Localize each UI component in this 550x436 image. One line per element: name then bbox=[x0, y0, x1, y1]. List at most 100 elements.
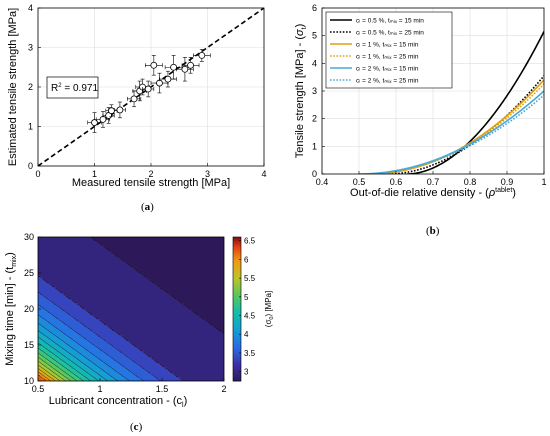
contour-cell bbox=[162, 239, 165, 242]
contour-cell bbox=[154, 301, 157, 304]
contour-cell bbox=[48, 321, 51, 324]
contour-cell bbox=[152, 243, 155, 246]
contour-cell bbox=[110, 301, 113, 304]
contour-cell bbox=[162, 311, 165, 314]
contour-cell bbox=[76, 287, 79, 290]
contour-cell bbox=[48, 283, 51, 286]
contour-cell bbox=[126, 247, 129, 250]
contour-cell bbox=[106, 293, 109, 296]
contour-cell bbox=[70, 257, 73, 260]
contour-cell bbox=[162, 277, 165, 280]
contour-cell bbox=[74, 259, 77, 262]
contour-cell bbox=[52, 311, 55, 314]
contour-cell bbox=[146, 295, 149, 298]
contour-cell bbox=[42, 237, 45, 240]
contour-cell bbox=[164, 263, 167, 266]
contour-cell bbox=[134, 243, 137, 246]
contour-cell bbox=[118, 321, 121, 324]
contour-cell bbox=[174, 249, 177, 252]
contour-cell bbox=[94, 327, 97, 330]
contour-cell bbox=[142, 321, 145, 324]
contour-cell bbox=[150, 259, 153, 262]
contour-cell bbox=[178, 273, 181, 276]
contour-cell bbox=[154, 245, 157, 248]
contour-cell bbox=[128, 269, 131, 272]
contour-cell bbox=[110, 297, 113, 300]
contour-cell bbox=[170, 301, 173, 304]
contour-cell bbox=[170, 287, 173, 290]
contour-cell bbox=[80, 295, 83, 298]
contour-cell bbox=[38, 321, 41, 324]
contour-cell bbox=[52, 265, 55, 268]
contour-cell bbox=[62, 313, 65, 316]
contour-cell bbox=[138, 249, 141, 252]
contour-cell bbox=[144, 331, 147, 334]
contour-cell bbox=[122, 301, 125, 304]
contour-cell bbox=[126, 249, 129, 252]
contour-cell bbox=[98, 251, 101, 254]
contour-cell bbox=[50, 257, 53, 260]
contour-cell bbox=[76, 267, 79, 270]
contour-cell bbox=[82, 273, 85, 276]
contour-cell bbox=[40, 329, 43, 332]
contour-cell bbox=[168, 317, 171, 320]
contour-cell bbox=[104, 253, 107, 256]
contour-cell bbox=[150, 285, 153, 288]
contour-cell bbox=[184, 333, 187, 336]
contour-cell bbox=[90, 271, 93, 274]
contour-cell bbox=[172, 251, 175, 254]
contour-cell bbox=[96, 267, 99, 270]
contour-cell bbox=[48, 297, 51, 300]
contour-cell bbox=[76, 323, 79, 326]
contour-cell bbox=[62, 335, 65, 338]
contour-cell bbox=[50, 331, 53, 334]
contour-cell bbox=[214, 303, 217, 306]
contour-cell bbox=[156, 303, 159, 306]
contour-cell bbox=[130, 325, 133, 328]
contour-cell bbox=[142, 237, 145, 240]
contour-cell bbox=[62, 279, 65, 282]
contour-cell bbox=[186, 253, 189, 256]
contour-cell bbox=[82, 331, 85, 334]
contour-cell bbox=[96, 305, 99, 308]
contour-cell bbox=[196, 283, 199, 286]
contour-cell bbox=[118, 289, 121, 292]
data-point bbox=[113, 101, 126, 119]
contour-cell bbox=[74, 323, 77, 326]
contour-cell bbox=[216, 305, 219, 308]
contour-cell bbox=[72, 271, 75, 274]
contour-cell bbox=[100, 237, 103, 240]
contour-cell bbox=[140, 251, 143, 254]
contour-cell bbox=[120, 323, 123, 326]
contour-cell bbox=[58, 313, 61, 316]
contour-cell bbox=[188, 285, 191, 288]
contour-cell bbox=[212, 309, 215, 312]
contour-cell bbox=[102, 237, 105, 240]
contour-cell bbox=[146, 271, 149, 274]
contour-cell bbox=[174, 301, 177, 304]
contour-cell bbox=[102, 313, 105, 316]
contour-cell bbox=[122, 333, 125, 336]
contour-cell bbox=[108, 317, 111, 320]
contour-cell bbox=[112, 285, 115, 288]
contour-cell bbox=[136, 335, 139, 338]
contour-cell bbox=[220, 325, 223, 328]
contour-cell bbox=[126, 261, 129, 264]
contour-cell bbox=[96, 323, 99, 326]
contour-cell bbox=[86, 269, 89, 272]
contour-cell bbox=[54, 335, 57, 338]
contour-cell bbox=[68, 331, 71, 334]
contour-cell bbox=[202, 301, 205, 304]
contour-cell bbox=[108, 253, 111, 256]
contour-cell bbox=[62, 289, 65, 292]
contour-cell bbox=[146, 321, 149, 324]
contour-cell bbox=[82, 309, 85, 312]
contour-cell bbox=[208, 299, 211, 302]
contour-cell bbox=[180, 327, 183, 330]
contour-cell bbox=[44, 285, 47, 288]
contour-cell bbox=[220, 253, 223, 256]
contour-cell bbox=[214, 309, 217, 312]
contour-cell bbox=[214, 337, 217, 340]
contour-cell bbox=[66, 281, 69, 284]
contour-cell bbox=[60, 277, 63, 280]
